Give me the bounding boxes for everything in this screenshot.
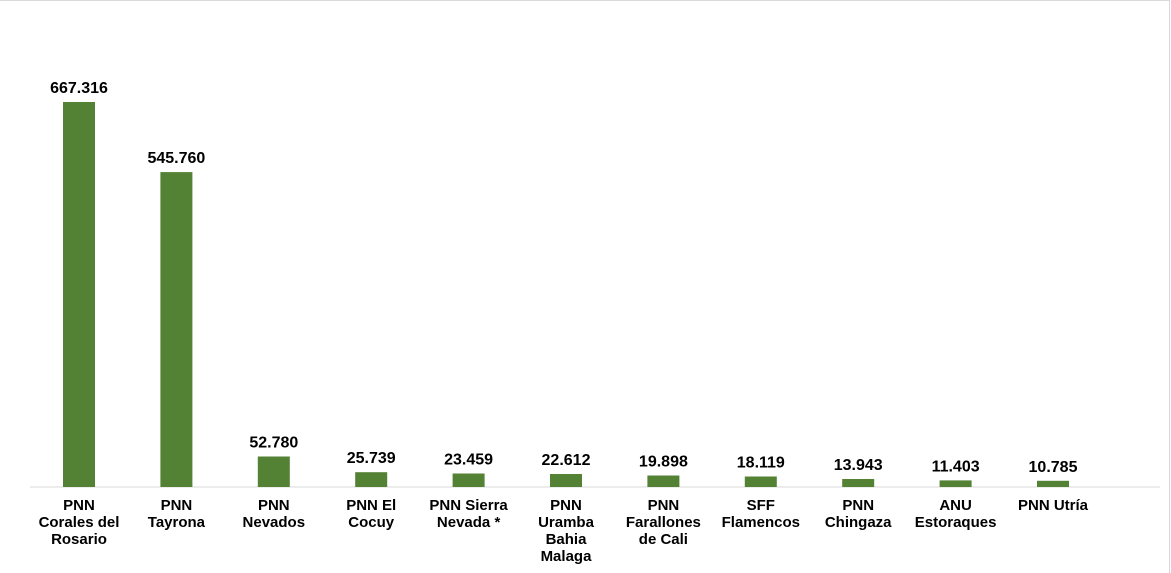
category-label-10: PNN Utría [1018,497,1089,514]
category-label-1: PNN Tayrona [148,497,206,531]
category-label-4: PNN Sierra Nevada * [429,497,508,531]
category-label-5: PNN Uramba Bahia Malaga [538,497,595,565]
category-label-line: Bahia [546,531,588,548]
category-label-line: Corales del [39,514,120,531]
category-label-0: PNN Corales del Rosario [39,497,120,548]
bar-3 [355,472,388,487]
category-label-9: ANU Estoraques [915,497,997,531]
value-labels-group: 667.316 545.760 52.780 25.739 23.459 22.612 19… [50,80,1077,476]
category-label-6: PNN Farallones de Cali [626,497,701,548]
category-label-line: SFF [747,497,775,514]
category-label-line: PNN [161,497,193,514]
category-label-line: de Cali [639,531,688,548]
category-label-line: ANU [939,497,972,514]
bar-5 [550,474,582,487]
category-label-line: Flamencos [722,514,800,531]
category-label-line: PNN [258,497,290,514]
bars-group [63,102,1069,487]
bar-value-label-10: 10.785 [1029,459,1078,476]
bar-value-label-6: 19.898 [639,454,688,471]
category-label-line: Malaga [541,548,593,565]
bar-value-label-1: 545.760 [147,150,205,167]
bar-value-label-2: 52.780 [249,435,298,452]
category-label-line: PNN [63,497,95,514]
category-label-3: PNN El Cocuy [346,497,396,531]
category-label-7: SFF Flamencos [722,497,800,531]
bar-value-label-3: 25.739 [347,450,396,467]
bar-4 [452,473,485,487]
bar-value-label-0: 667.316 [50,80,108,97]
category-label-line: Nevados [243,514,306,531]
category-label-line: Chingaza [825,514,892,531]
category-label-line: PNN [648,497,680,514]
category-label-line: PNN [550,497,582,514]
category-label-line: Cocuy [348,514,395,531]
bar-7 [744,476,777,487]
category-label-line: PNN El [346,497,396,514]
category-label-line: PNN [842,497,874,514]
bar-value-label-4: 23.459 [444,452,493,469]
bar-2 [257,456,290,487]
category-label-line: PNN Sierra [429,497,508,514]
category-label-line: Estoraques [915,514,997,531]
category-label-8: PNN Chingaza [825,497,892,531]
category-label-line: Nevada * [437,514,501,531]
bar-6 [647,475,680,487]
bar-8 [842,479,875,487]
category-label-line: Rosario [51,531,107,548]
bar-value-label-9: 11.403 [932,458,980,475]
bar-value-label-7: 18.119 [737,455,785,472]
bar-0 [63,102,95,487]
category-label-line: Tayrona [148,514,206,531]
bar-10 [1037,480,1069,487]
category-label-line: Uramba [538,514,595,531]
category-label-2: PNN Nevados [243,497,306,531]
category-label-line: Farallones [626,514,701,531]
bar-value-label-8: 13.943 [834,457,883,474]
bar-value-label-5: 22.612 [542,452,591,469]
bar-1 [160,172,193,487]
category-label-line: PNN Utría [1018,497,1089,514]
bar-9 [939,480,972,487]
